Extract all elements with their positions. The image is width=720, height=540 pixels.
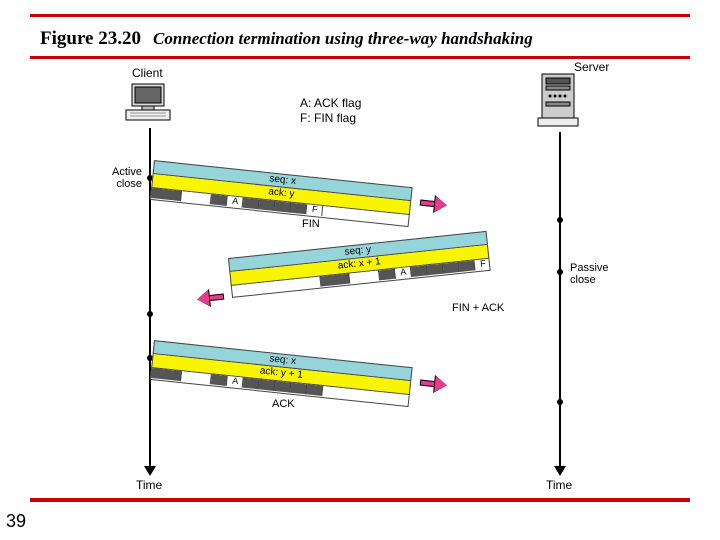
s2-flag-A: A (396, 266, 411, 277)
s1-flag-A: A (228, 195, 243, 206)
client-icon (124, 80, 176, 133)
flag-legend: A: ACK flag F: FIN flag (300, 96, 361, 126)
s1-below: FIN (302, 218, 320, 230)
s1-arrive-dot (557, 217, 563, 223)
bottom-rule (30, 498, 690, 502)
server-label: Server (574, 60, 609, 74)
server-timeline (559, 132, 561, 468)
s2-arrive-dot (147, 311, 153, 317)
top-rule-1 (30, 14, 690, 17)
client-timeline-arrow (144, 466, 156, 476)
s3-below: ACK (272, 398, 295, 410)
server-timeline-arrow (554, 466, 566, 476)
diagram-area: Client Server A: ACK flag F: FIN flag Ti… (80, 80, 640, 480)
page-number: 39 (6, 511, 26, 532)
passive-close-label: Passive close (570, 262, 609, 286)
s2-flag-F: F (475, 258, 490, 269)
legend-fin: F: FIN flag (300, 111, 361, 126)
segment-finack: seq: y ack: x + 1 A F (228, 231, 491, 298)
s3-arrive-dot (557, 399, 563, 405)
s2-arrow (195, 291, 224, 306)
s1-arrow (419, 197, 448, 212)
time-label-left: Time (136, 478, 162, 492)
top-rule-2 (30, 56, 690, 59)
server-icon (536, 72, 584, 135)
figure-title-row: Figure 23.20 Connection termination usin… (40, 28, 533, 50)
figure-label: Figure 23.20 (40, 28, 141, 50)
s3-arrow (419, 377, 448, 392)
figure-caption: Connection termination using three-way h… (153, 29, 533, 49)
active-close-label: Active close (90, 166, 142, 190)
s1-flag-F: F (307, 203, 322, 214)
passive-close-dot (557, 269, 563, 275)
time-label-right: Time (546, 478, 572, 492)
legend-ack: A: ACK flag (300, 96, 361, 111)
s3-flag-A: A (228, 375, 243, 386)
client-label: Client (132, 66, 163, 80)
s2-below: FIN + ACK (452, 302, 504, 314)
segment-fin: seq: x ack: y A F (150, 160, 413, 227)
